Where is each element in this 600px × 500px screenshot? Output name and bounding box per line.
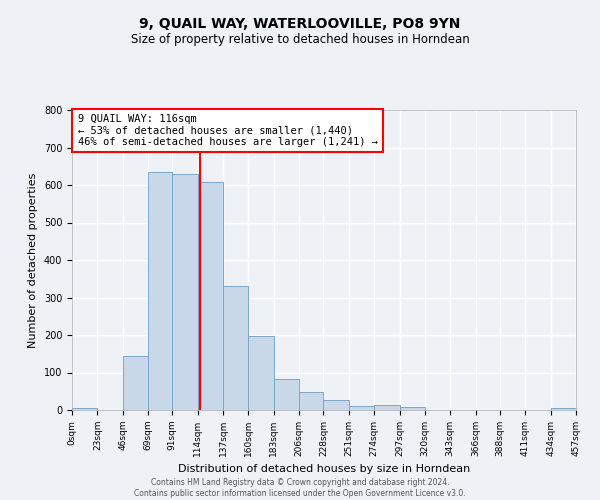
Bar <box>400 407 425 410</box>
Bar <box>349 406 374 410</box>
Bar <box>72 408 97 410</box>
Y-axis label: Number of detached properties: Number of detached properties <box>28 172 38 348</box>
Bar <box>374 405 400 410</box>
Bar <box>123 356 148 410</box>
Bar <box>248 336 274 410</box>
Bar <box>274 378 299 410</box>
Bar <box>223 286 248 410</box>
Text: 9, QUAIL WAY, WATERLOOVILLE, PO8 9YN: 9, QUAIL WAY, WATERLOOVILLE, PO8 9YN <box>139 18 461 32</box>
X-axis label: Distribution of detached houses by size in Horndean: Distribution of detached houses by size … <box>178 464 470 474</box>
Bar <box>323 400 349 410</box>
Text: Contains HM Land Registry data © Crown copyright and database right 2024.
Contai: Contains HM Land Registry data © Crown c… <box>134 478 466 498</box>
Text: 9 QUAIL WAY: 116sqm
← 53% of detached houses are smaller (1,440)
46% of semi-det: 9 QUAIL WAY: 116sqm ← 53% of detached ho… <box>77 114 377 147</box>
Text: Size of property relative to detached houses in Horndean: Size of property relative to detached ho… <box>131 32 469 46</box>
Bar <box>148 172 172 410</box>
Bar <box>551 408 576 410</box>
Bar <box>172 174 198 410</box>
Bar <box>299 392 323 410</box>
Bar <box>198 182 223 410</box>
